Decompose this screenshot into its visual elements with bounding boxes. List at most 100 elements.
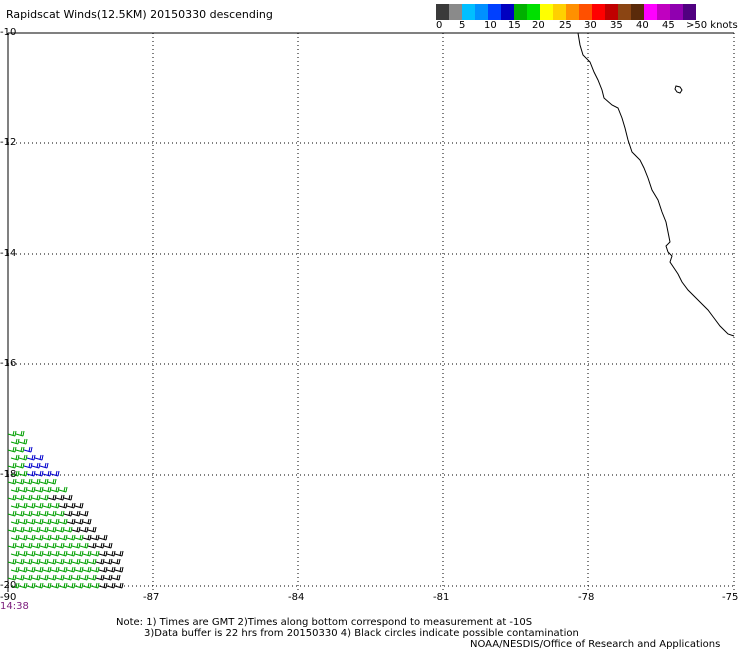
wind-barb xyxy=(98,550,108,557)
wind-speed-colorbar xyxy=(436,4,696,20)
wind-barb xyxy=(34,470,44,477)
wind-barb xyxy=(26,486,36,493)
wind-barb xyxy=(47,494,57,501)
lon-label-75: -75 xyxy=(722,592,739,603)
wind-barb xyxy=(7,446,17,453)
wind-barb xyxy=(55,494,65,501)
wind-barb xyxy=(42,486,52,493)
wind-barb xyxy=(82,518,92,525)
wind-barb xyxy=(63,558,73,565)
wind-barb xyxy=(15,462,25,469)
wind-barb xyxy=(39,510,49,517)
time-label: 14:38 xyxy=(0,601,29,612)
wind-barb xyxy=(106,550,116,557)
wind-barb xyxy=(15,574,25,581)
lat-label-10: -10 xyxy=(0,27,17,38)
colorbar-segment xyxy=(592,4,605,20)
wind-barb xyxy=(15,558,25,565)
wind-barb xyxy=(23,526,33,533)
wind-barb xyxy=(79,574,89,581)
wind-barb xyxy=(34,550,44,557)
wind-barb xyxy=(74,518,84,525)
wind-barb xyxy=(7,510,17,517)
wind-barb xyxy=(66,518,76,525)
wind-barb xyxy=(18,582,28,589)
wind-barb xyxy=(82,566,92,573)
wind-barb xyxy=(18,486,28,493)
wind-barb xyxy=(18,566,28,573)
wind-barb xyxy=(10,486,20,493)
colorbar-segment xyxy=(540,4,553,20)
wind-barb xyxy=(15,510,25,517)
lat-lon-grid xyxy=(8,33,735,592)
colorbar-label: >50 knots xyxy=(686,20,738,31)
lon-label-90: -90 xyxy=(0,592,17,603)
colorbar-segment xyxy=(488,4,501,20)
wind-barb xyxy=(31,462,41,469)
wind-barb xyxy=(63,494,73,501)
note-line-2: 3)Data buffer is 22 hrs from 20150330 4)… xyxy=(144,628,579,639)
island-outline xyxy=(674,85,683,94)
wind-barb xyxy=(98,582,108,589)
wind-barb xyxy=(18,438,28,445)
wind-barb xyxy=(79,526,89,533)
wind-barb xyxy=(87,574,97,581)
lat-label-16: -16 xyxy=(0,358,17,369)
lon-label-87: -87 xyxy=(143,592,160,603)
wind-barb xyxy=(15,526,25,533)
wind-barb xyxy=(42,534,52,541)
wind-barb xyxy=(23,478,33,485)
lat-label-14: -14 xyxy=(0,248,17,259)
wind-barb xyxy=(7,542,17,549)
wind-barb xyxy=(58,518,68,525)
colorbar-label: 40 xyxy=(636,20,649,31)
wind-barb xyxy=(74,582,84,589)
wind-barb xyxy=(55,574,65,581)
colorbar-segment xyxy=(618,4,631,20)
wind-barb xyxy=(98,534,108,541)
wind-barb xyxy=(95,558,105,565)
wind-barb xyxy=(90,566,100,573)
wind-barb xyxy=(23,558,33,565)
colorbar-segment xyxy=(605,4,618,20)
colorbar-segment xyxy=(514,4,527,20)
colorbar-segment xyxy=(644,4,657,20)
wind-barb xyxy=(103,574,113,581)
wind-barb xyxy=(90,550,100,557)
wind-barb xyxy=(10,438,20,445)
wind-barb xyxy=(7,526,17,533)
wind-barb xyxy=(79,510,89,517)
wind-barb xyxy=(95,574,105,581)
wind-barb xyxy=(31,526,41,533)
wind-barb xyxy=(23,494,33,501)
wind-barb xyxy=(39,526,49,533)
wind-barb xyxy=(71,510,81,517)
wind-barb xyxy=(34,582,44,589)
wind-barb xyxy=(31,494,41,501)
wind-barb xyxy=(26,470,36,477)
colorbar-segment xyxy=(553,4,566,20)
wind-barb xyxy=(26,582,36,589)
wind-barb xyxy=(58,550,68,557)
wind-barb xyxy=(18,518,28,525)
wind-barb xyxy=(74,566,84,573)
wind-barb xyxy=(82,534,92,541)
wind-barb xyxy=(42,566,52,573)
wind-barb xyxy=(10,534,20,541)
wind-barb xyxy=(39,574,49,581)
wind-barb xyxy=(55,526,65,533)
wind-barb xyxy=(87,526,97,533)
wind-barb xyxy=(31,542,41,549)
colorbar-segment xyxy=(683,4,696,20)
wind-barb xyxy=(106,566,116,573)
wind-barb xyxy=(47,526,57,533)
wind-barb xyxy=(114,550,124,557)
wind-barb xyxy=(31,478,41,485)
wind-barb xyxy=(63,510,73,517)
colorbar-label: 35 xyxy=(610,20,623,31)
colorbar-segment xyxy=(631,4,644,20)
colorbar-label: 10 xyxy=(484,20,497,31)
wind-barb xyxy=(71,558,81,565)
wind-barb xyxy=(10,550,20,557)
wind-barb xyxy=(42,550,52,557)
